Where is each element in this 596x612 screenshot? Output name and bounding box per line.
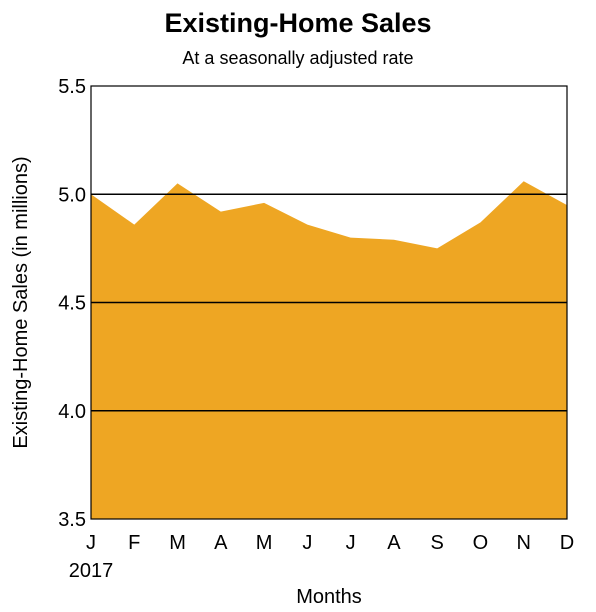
- x-tick-label: J: [86, 532, 96, 554]
- x-tick-label: J: [346, 532, 356, 554]
- x-tick-label: F: [128, 532, 140, 554]
- x-tick-label: M: [169, 532, 186, 554]
- x-tick-label: N: [517, 532, 531, 554]
- x-axis-year-label: 2017: [69, 560, 114, 582]
- x-tick-label: S: [431, 532, 444, 554]
- y-tick-label: 4.5: [58, 293, 86, 315]
- x-tick-label: D: [560, 532, 574, 554]
- chart-subtitle: At a seasonally adjusted rate: [182, 48, 414, 68]
- x-tick-label: A: [387, 532, 401, 554]
- chart-title: Existing-Home Sales: [164, 8, 432, 38]
- plot-frame: [90, 85, 568, 520]
- y-tick-label: 3.5: [58, 509, 86, 531]
- x-tick-label: J: [302, 532, 312, 554]
- gridlines: [91, 193, 567, 412]
- y-tick-label: 5.0: [58, 184, 86, 206]
- x-tick-label: O: [473, 532, 489, 554]
- area-series: [91, 181, 567, 520]
- x-tick-label: M: [256, 532, 273, 554]
- x-axis-label: Months: [296, 586, 362, 608]
- y-tick-label: 4.0: [58, 401, 86, 423]
- x-tick-label: A: [214, 532, 228, 554]
- y-tick-label: 5.5: [58, 76, 86, 98]
- y-axis-label: Existing-Home Sales (in millions): [10, 156, 32, 448]
- y-axis-ticks: 3.5 4.0 4.5 5.0 5.5: [58, 76, 86, 531]
